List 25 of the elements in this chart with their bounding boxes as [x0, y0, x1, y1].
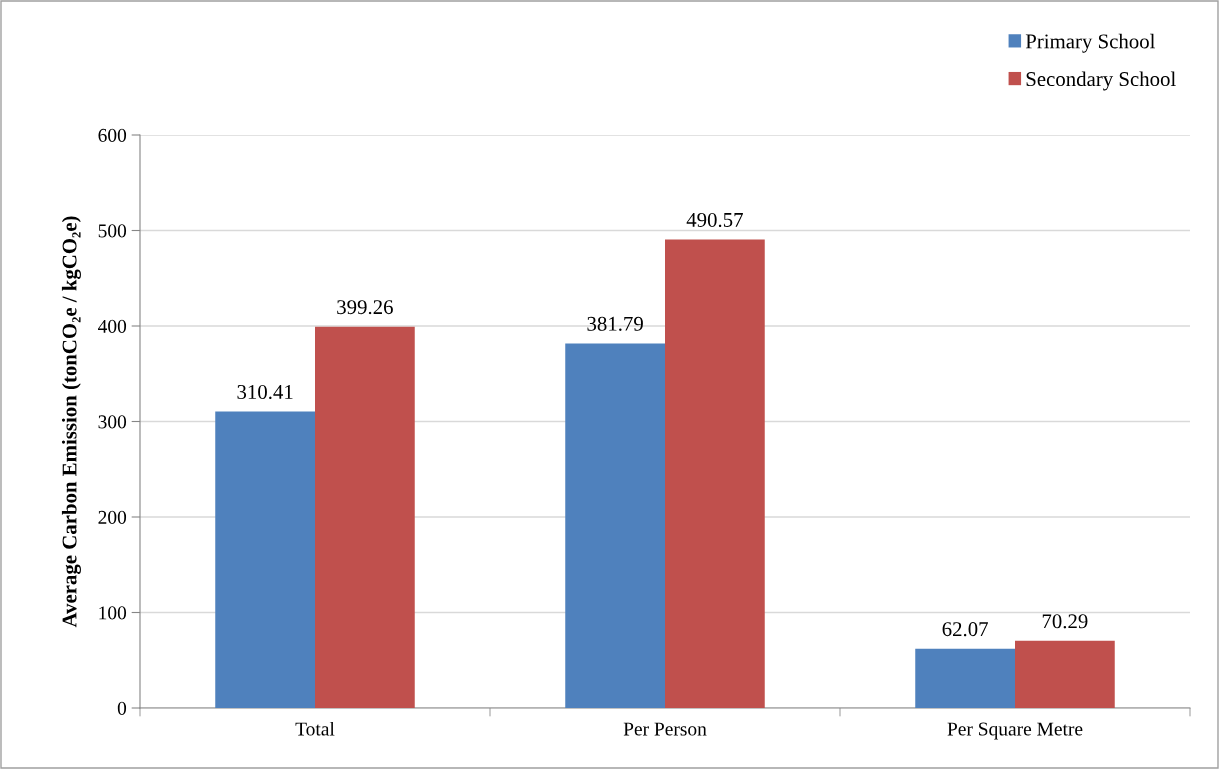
bar	[215, 411, 315, 708]
y-tick-label: 400	[98, 319, 127, 333]
bar	[665, 239, 765, 708]
bar	[315, 326, 415, 708]
y-tick-label: 0	[117, 701, 127, 715]
data-label: 70.29	[1042, 614, 1088, 629]
bar	[1015, 640, 1115, 708]
bar	[915, 648, 1015, 708]
data-label: 399.26	[337, 300, 393, 315]
data-label: 62.07	[942, 622, 988, 637]
data-label: 381.79	[587, 316, 643, 331]
y-tick-label: 600	[98, 128, 127, 142]
x-tick-label: Per Square Metre	[947, 722, 1083, 740]
x-tick-label: Total	[295, 721, 335, 736]
x-tick-label: Per Person	[623, 722, 707, 736]
legend-label: Secondary School	[1026, 71, 1176, 91]
data-label: 490.57	[686, 212, 743, 228]
y-tick-label: 300	[98, 415, 127, 429]
y-tick-label: 500	[98, 224, 127, 238]
data-label: 310.41	[237, 384, 293, 400]
legend-label: Primary School	[1025, 33, 1156, 53]
y-axis-title: Average Carbon Emission (tonCO₂e / kgCO₂e)	[61, 216, 81, 628]
y-tick-label: 100	[99, 606, 127, 620]
y-tick-label: 200	[98, 510, 127, 524]
bar	[565, 343, 665, 708]
